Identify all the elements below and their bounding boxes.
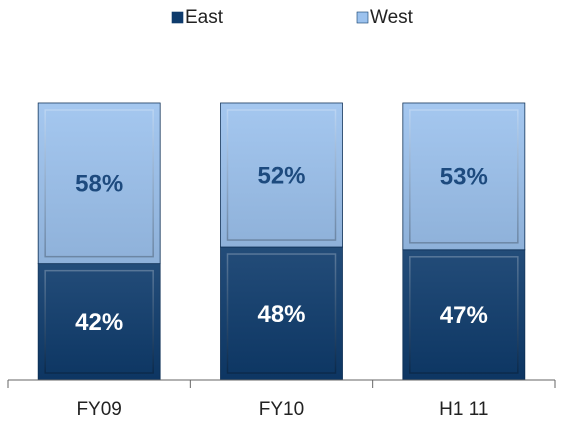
x-tick-label: FY09 [76,399,121,420]
legend-swatch [171,11,184,24]
legend-label: West [370,7,414,28]
bevel-shade [402,249,525,380]
bevel-shade [38,103,161,264]
bevel-shade [220,103,343,248]
value-label: 53% [440,164,488,191]
bevel-shade [220,247,343,380]
value-label: 47% [440,302,488,329]
value-label: 48% [257,301,305,328]
legend-swatch [356,11,369,24]
bevel-shade [402,103,525,250]
value-label: 58% [75,171,123,198]
value-label: 52% [257,162,305,189]
x-tick-label: FY10 [259,399,304,420]
bevel-shade [38,263,161,380]
legend-label: East [185,7,224,28]
value-label: 42% [75,309,123,336]
x-tick-label: H1 11 [439,399,488,420]
